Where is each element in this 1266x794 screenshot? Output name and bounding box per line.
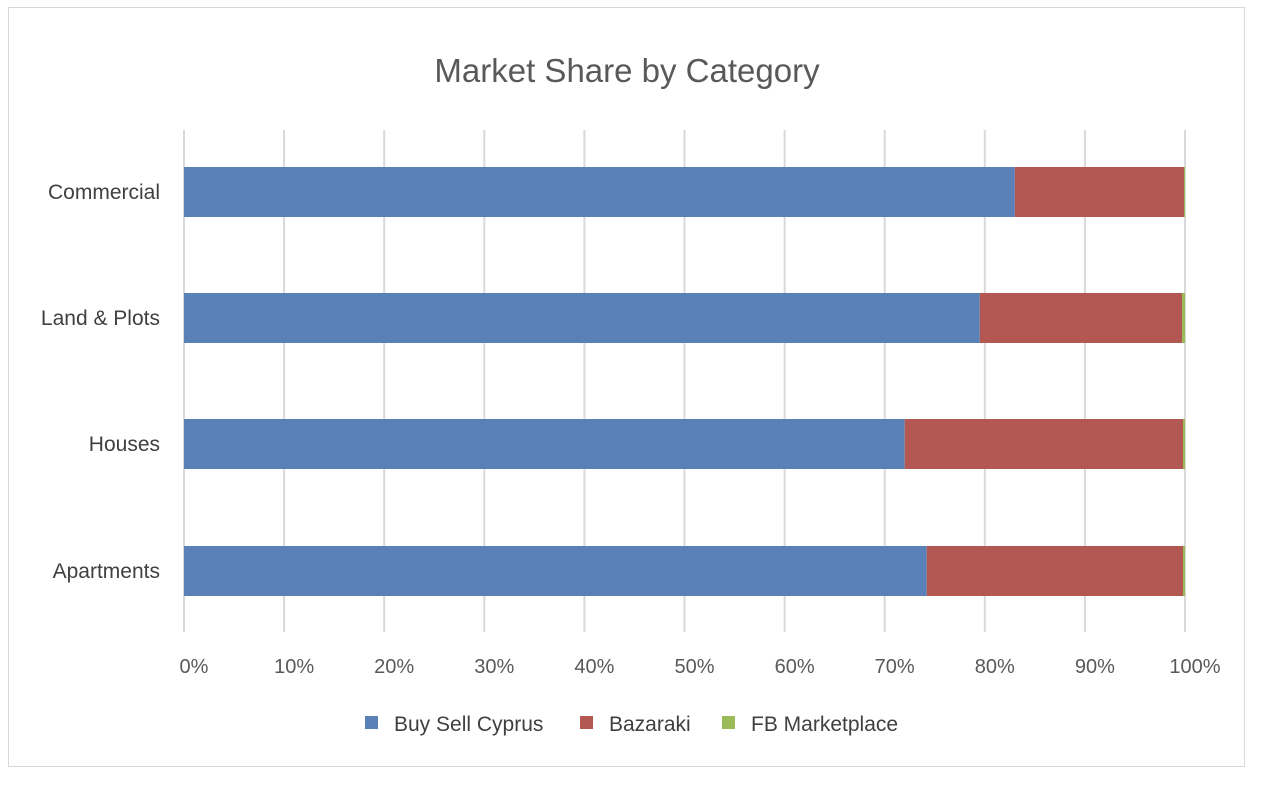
x-tick-label: 40% (574, 656, 614, 678)
x-tick-label: 10% (274, 656, 314, 678)
x-tick-label: 90% (1075, 656, 1115, 678)
bar-segment (1014, 167, 1184, 217)
bar-segment (926, 546, 1183, 596)
bar-segment (1182, 419, 1185, 469)
bar-segment (184, 419, 905, 469)
legend: Buy Sell Cyprus Bazaraki FB Marketplace (365, 713, 898, 736)
chart-title: Market Share by Category (434, 52, 820, 89)
category-label: Commercial (48, 181, 160, 204)
legend-label: FB Marketplace (751, 713, 898, 736)
category-label: Apartments (53, 560, 160, 583)
bar-segment (1181, 293, 1185, 343)
category-labels: Commercial Land & Plots Houses Apartments (41, 181, 160, 583)
bar-segment (979, 293, 1182, 343)
bar-segment (184, 167, 1015, 217)
category-label: Land & Plots (41, 307, 160, 330)
x-tick-label: 30% (474, 656, 514, 678)
bar-segment (184, 293, 980, 343)
legend-swatch (365, 716, 378, 729)
legend-swatch (580, 716, 593, 729)
x-tick-label: 60% (775, 656, 815, 678)
x-tick-label: 20% (374, 656, 414, 678)
bar-segment (904, 419, 1183, 469)
bars (184, 167, 1185, 596)
x-tick-label: 70% (875, 656, 915, 678)
legend-label: Bazaraki (609, 713, 691, 736)
bar-segment (184, 546, 927, 596)
x-tick-label: 0% (180, 656, 209, 678)
x-tick-label: 50% (674, 656, 714, 678)
x-tick-label: 80% (975, 656, 1015, 678)
x-tick-label: 100% (1169, 656, 1220, 678)
category-label: Houses (89, 433, 160, 456)
bar-segment (1183, 167, 1185, 217)
legend-label: Buy Sell Cyprus (394, 713, 543, 736)
x-axis-tick-labels: 0% 10% 20% 30% 40% 50% 60% 70% 80% 90% 100% (180, 656, 1221, 678)
chart-frame (8, 7, 1245, 767)
bar-segment (1182, 546, 1185, 596)
legend-swatch (722, 716, 735, 729)
